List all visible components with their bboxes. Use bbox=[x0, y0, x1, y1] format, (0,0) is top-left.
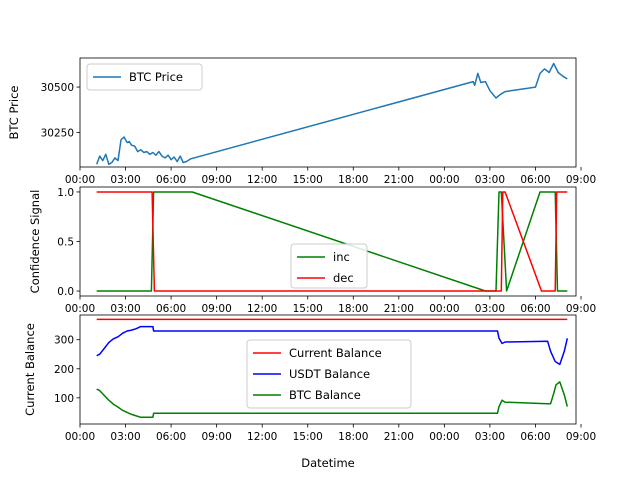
x-tick-label: 12:00 bbox=[247, 303, 277, 315]
x-tick-label: 09:00 bbox=[202, 431, 232, 443]
x-tick-label: 06:00 bbox=[156, 174, 186, 186]
x-tick-label: 21:00 bbox=[384, 431, 414, 443]
y-tick-label: 30500 bbox=[41, 82, 74, 94]
x-tick-label: 12:00 bbox=[247, 174, 277, 186]
legend: Current Balance USDT Balance BTC Balance bbox=[247, 340, 411, 408]
x-tick-label: 21:00 bbox=[384, 303, 414, 315]
legend-label-dec: dec bbox=[333, 271, 354, 285]
x-tick-label: 03:00 bbox=[110, 174, 140, 186]
x-tick-label: 09:00 bbox=[566, 303, 596, 315]
x-tick-label: 21:00 bbox=[384, 174, 414, 186]
legend-label-usdt-balance: USDT Balance bbox=[289, 367, 370, 381]
x-tick-label: 15:00 bbox=[293, 303, 323, 315]
x-tick-label: 00:00 bbox=[429, 174, 459, 186]
x-tick-label: 15:00 bbox=[293, 174, 323, 186]
x-tick-label: 00:00 bbox=[65, 174, 95, 186]
legend: BTC Price bbox=[87, 64, 202, 90]
x-tick-label: 03:00 bbox=[110, 303, 140, 315]
legend-label-current-balance: Current Balance bbox=[289, 346, 382, 360]
y-tick-label: 1.0 bbox=[57, 187, 74, 199]
x-tick-label: 03:00 bbox=[475, 174, 505, 186]
y-tick-label: 200 bbox=[54, 364, 74, 376]
y-axis-label: BTC Price bbox=[7, 86, 21, 140]
x-tick-label: 09:00 bbox=[566, 431, 596, 443]
x-tick-label: 06:00 bbox=[520, 431, 550, 443]
panel-btc-price: 00:00 03:00 06:00 09:00 12:00 15:00 18:00 21:00… bbox=[7, 58, 596, 186]
y-tick-label: 300 bbox=[54, 335, 74, 347]
x-tick-label: 18:00 bbox=[338, 174, 368, 186]
x-tick-label: 06:00 bbox=[156, 303, 186, 315]
x-tick-label: 00:00 bbox=[65, 431, 95, 443]
x-tick-label: 09:00 bbox=[202, 174, 232, 186]
x-axis-label: Datetime bbox=[301, 456, 354, 470]
x-tick-label: 03:00 bbox=[110, 431, 140, 443]
y-tick-label: 30250 bbox=[41, 127, 74, 139]
legend-label-inc: inc bbox=[333, 250, 350, 264]
y-tick-label: 0.0 bbox=[57, 286, 74, 298]
panel-balances: 00:00 03:00 06:00 09:00 12:00 15:00 18:00 21:00… bbox=[23, 315, 596, 470]
y-tick-label: 0.5 bbox=[57, 237, 74, 249]
legend: inc dec bbox=[291, 244, 367, 288]
x-tick-label: 18:00 bbox=[338, 303, 368, 315]
x-tick-label: 12:00 bbox=[247, 431, 277, 443]
panel-confidence-signal: 00:00 03:00 06:00 09:00 12:00 15:00 18:00 21:00… bbox=[28, 187, 596, 315]
y-tick-label: 100 bbox=[54, 393, 74, 405]
x-tick-label: 06:00 bbox=[156, 431, 186, 443]
x-tick-label: 00:00 bbox=[429, 431, 459, 443]
y-axis-label: Current Balance bbox=[23, 323, 37, 416]
x-tick-label: 00:00 bbox=[429, 303, 459, 315]
x-tick-label: 06:00 bbox=[520, 303, 550, 315]
legend-frame bbox=[291, 244, 367, 288]
x-tick-label: 03:00 bbox=[475, 431, 505, 443]
x-tick-label: 03:00 bbox=[475, 303, 505, 315]
x-tick-label: 06:00 bbox=[520, 174, 550, 186]
y-axis-label: Confidence Signal bbox=[28, 190, 42, 294]
legend-label-btc-balance: BTC Balance bbox=[289, 388, 361, 402]
x-tick-label: 09:00 bbox=[566, 174, 596, 186]
x-tick-label: 00:00 bbox=[65, 303, 95, 315]
x-tick-label: 15:00 bbox=[293, 431, 323, 443]
x-tick-label: 09:00 bbox=[202, 303, 232, 315]
x-tick-label: 18:00 bbox=[338, 431, 368, 443]
legend-label-btc-price: BTC Price bbox=[129, 70, 183, 84]
